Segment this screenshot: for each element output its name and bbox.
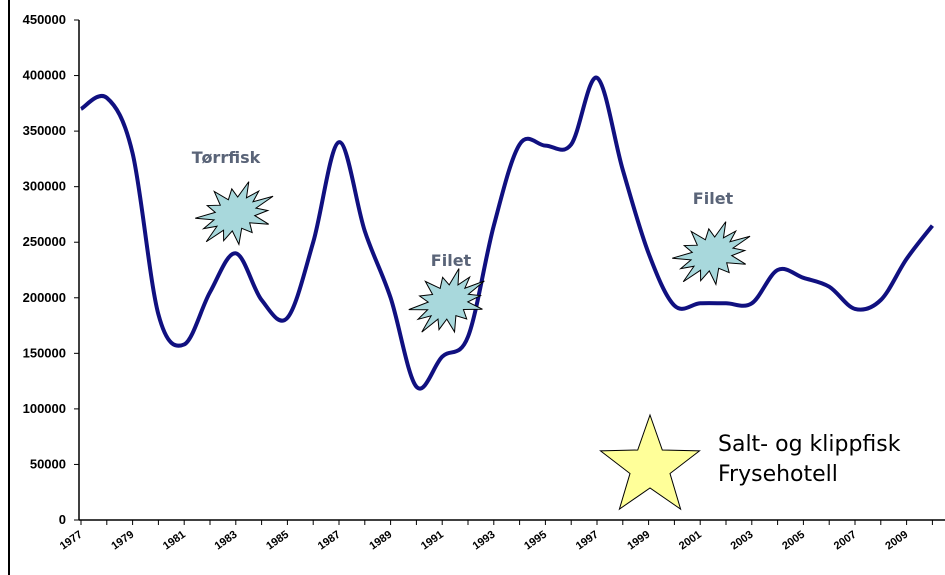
y-tick-label: 350000: [23, 123, 66, 138]
x-tick-label: 2009: [883, 529, 910, 553]
x-tick-label: 1979: [109, 529, 136, 553]
x-tick-label: 1995: [522, 529, 549, 553]
series-group: [79, 75, 934, 391]
burst-shape: [195, 181, 274, 247]
axes: [8, 0, 945, 575]
burst-label: Filet: [693, 189, 734, 208]
x-tick-label: 2003: [729, 529, 756, 553]
x-tick-label: 1991: [419, 529, 446, 553]
y-ticks: 0 50000 100000 150000 200000 250000 300000 3500…: [23, 12, 79, 527]
burst-label: Filet: [431, 251, 472, 270]
y-tick-label: 100000: [23, 401, 66, 416]
y-tick-label: 50000: [30, 456, 66, 471]
x-tick-label: 1993: [471, 529, 498, 553]
y-tick-label: 450000: [23, 12, 66, 27]
y-tick-label: 0: [59, 512, 66, 527]
star-label-line: Frysehotell: [718, 462, 838, 487]
x-tick-label: 1987: [316, 529, 343, 553]
x-tick-label: 2005: [780, 529, 807, 553]
x-tick-label: 1999: [625, 529, 652, 553]
burst-label: Tørrfisk: [192, 148, 261, 167]
y-tick-label: 400000: [23, 68, 66, 83]
y-tick-label: 200000: [23, 290, 66, 305]
x-tick-label: 2001: [677, 529, 704, 553]
star-shape: [599, 413, 701, 511]
x-tick-label: 1985: [264, 529, 291, 553]
x-tick-label: 2007: [832, 529, 859, 553]
x-tick-label: 1997: [574, 529, 601, 553]
x-ticks: 1977 1979 1981 1983 1985 1987 1989 1991 1993 1995…: [58, 520, 933, 553]
annotations: Tørrfisk Filet Filet Salt- og klippfisk Frys…: [192, 148, 901, 511]
x-tick-label: 1989: [367, 529, 394, 553]
x-tick-label: 1977: [58, 529, 85, 553]
series-line: [79, 75, 934, 391]
x-tick-label: 1981: [161, 529, 188, 553]
burst-shape: [408, 268, 485, 334]
burst-shape: [672, 221, 751, 287]
x-tick-label: 1983: [213, 529, 240, 553]
y-tick-label: 300000: [23, 179, 66, 194]
y-tick-label: 250000: [23, 234, 66, 249]
star-label-line: Salt- og klippfisk: [718, 432, 901, 457]
y-tick-label: 150000: [23, 345, 66, 360]
